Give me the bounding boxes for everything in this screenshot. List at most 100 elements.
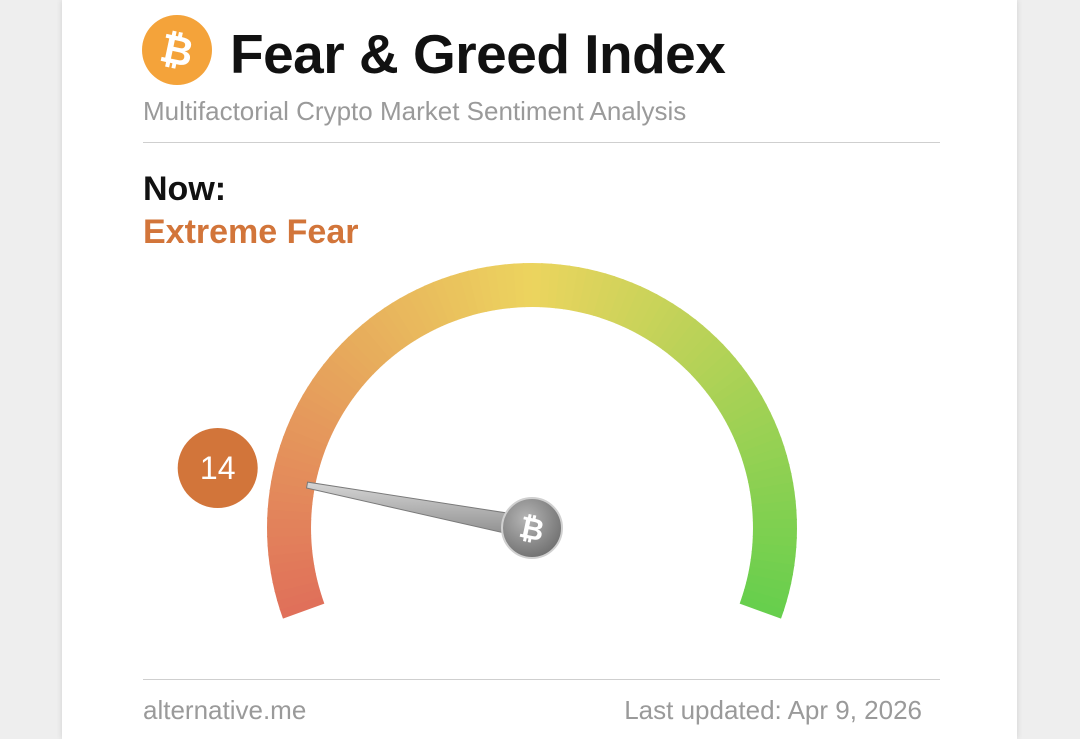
gauge-arc-segment (272, 462, 318, 483)
bitcoin-icon: ₿ (156, 25, 197, 77)
divider-bottom (143, 679, 940, 680)
value-badge (177, 428, 258, 508)
gauge-arc-segment (600, 275, 624, 321)
gauge-arc-segment (276, 587, 322, 610)
gauge-arc-segment (441, 275, 465, 321)
bitcoin-logo: ₿ (142, 15, 212, 85)
gauge-arc-segment (592, 273, 616, 319)
gauge-arc-segment (432, 278, 458, 324)
gauge-arc-segment (614, 282, 642, 327)
sentiment-classification: Extreme Fear (143, 213, 359, 251)
gauge-arc-segment (282, 427, 328, 453)
gauge-arc-segment (458, 270, 480, 316)
gauge-arc-segment (649, 303, 682, 346)
page-subtitle: Multifactorial Crypto Market Sentiment A… (143, 96, 687, 126)
value-badge-text: 14 (200, 450, 236, 486)
gauge-arc-segment (415, 285, 444, 330)
gauge-arc-segment (690, 343, 730, 381)
gauge-arc-segment (267, 526, 312, 538)
gauge-needle: ₿ (305, 481, 563, 559)
gauge-arc-segment (267, 534, 312, 547)
gauge-arc-segment (274, 453, 320, 475)
gauge-arc-segment (747, 566, 793, 585)
gauge-arc-segment (289, 410, 334, 439)
gauge-arc-segment (317, 363, 359, 399)
gauge-arc-segment (628, 289, 658, 334)
gauge-arc-segment (730, 411, 775, 440)
gauge-arc-segment (744, 581, 790, 603)
gauge-arc-segment (696, 350, 736, 387)
gauge-arc-segment (271, 471, 317, 490)
gauge-arc-segment (685, 337, 724, 376)
gauge-arc-segment (329, 349, 369, 386)
gauge-arc-segment (335, 342, 374, 381)
gauge-arc-segment (642, 298, 674, 342)
gauge-arc-segment (513, 263, 526, 308)
gauge-arc-segment (269, 557, 315, 575)
gauge-arc-segment (555, 264, 571, 310)
gauge-arc-segment (279, 595, 325, 619)
gauge-arc-segment (312, 371, 354, 405)
gauge-arc-segment (268, 489, 314, 505)
gauge-arc-segment (399, 293, 430, 337)
gauge-arc-segment (679, 331, 718, 370)
gauge-arc-segment (741, 588, 787, 612)
gauge-arc-segment (635, 294, 666, 338)
gauge-arc-segment (274, 580, 320, 602)
gauge-arc-segment (383, 302, 416, 345)
gauge-arc-segment (607, 278, 633, 324)
gauge-arc-segment (532, 263, 543, 308)
gauge-arc-segment (701, 357, 742, 393)
gauge-arc-segment (577, 268, 598, 314)
gauge-arc-segment (467, 268, 488, 314)
gauge-arc-segment (347, 330, 385, 370)
gauge-arc-segment (269, 480, 315, 498)
gauge-arc-segment (752, 518, 797, 530)
gauge-arc-segment (547, 263, 562, 309)
needle-pointer (305, 481, 535, 540)
gauge-arc-segment (736, 428, 782, 454)
gauge-arc (267, 263, 797, 619)
gauge-arc-segment (706, 364, 748, 400)
gauge-arc-segment (739, 596, 785, 619)
gauge-arc-segment (746, 573, 792, 594)
gauge-arc-segment (719, 387, 763, 419)
source-link[interactable]: alternative.me (143, 695, 307, 725)
gauge-arc-segment (715, 379, 758, 412)
needle-hub (501, 497, 563, 559)
gauge-arc-segment (270, 565, 316, 584)
index-card (62, 0, 1017, 739)
gauge-arc-segment (674, 325, 711, 365)
gauge-arc-segment (739, 437, 785, 461)
gauge-arc-segment (752, 509, 797, 522)
gauge-arc-segment (710, 372, 753, 406)
gauge-arc-segment (749, 558, 795, 576)
gauge-arc-segment (476, 266, 495, 312)
gauge-arc-segment (298, 394, 342, 425)
gauge-arc-segment (522, 263, 534, 308)
gauge-arc-segment (302, 386, 346, 418)
gauge-arc-segment (307, 378, 350, 411)
gauge-arc-segment (733, 420, 779, 447)
gauge-arc-segment (749, 481, 795, 499)
gauge-arc-segment (450, 272, 473, 318)
gauge-arc-segment (750, 551, 796, 567)
gauge-arc-segment (368, 312, 404, 354)
gauge-arc-segment (267, 498, 313, 513)
gauge-arc-segment (361, 318, 397, 359)
gauge-arc-segment (742, 446, 788, 469)
gauge-arc-segment (744, 454, 790, 476)
gauge-arc-segment (485, 265, 503, 311)
gauge-arc-segment (376, 307, 410, 350)
gauge-arc-segment (277, 444, 323, 468)
gauge-arc-segment (751, 543, 797, 558)
gauge-arc-segment (746, 463, 792, 484)
gauge-arc-segment (585, 270, 607, 316)
gauge-arc-segment (723, 395, 767, 426)
gauge-arc-segment (570, 267, 589, 313)
gauge-arc-segment (323, 356, 364, 392)
gauge-arc-segment (661, 313, 697, 355)
gauge-arc-segment (727, 403, 771, 433)
gauge-arc-segment (562, 265, 580, 311)
